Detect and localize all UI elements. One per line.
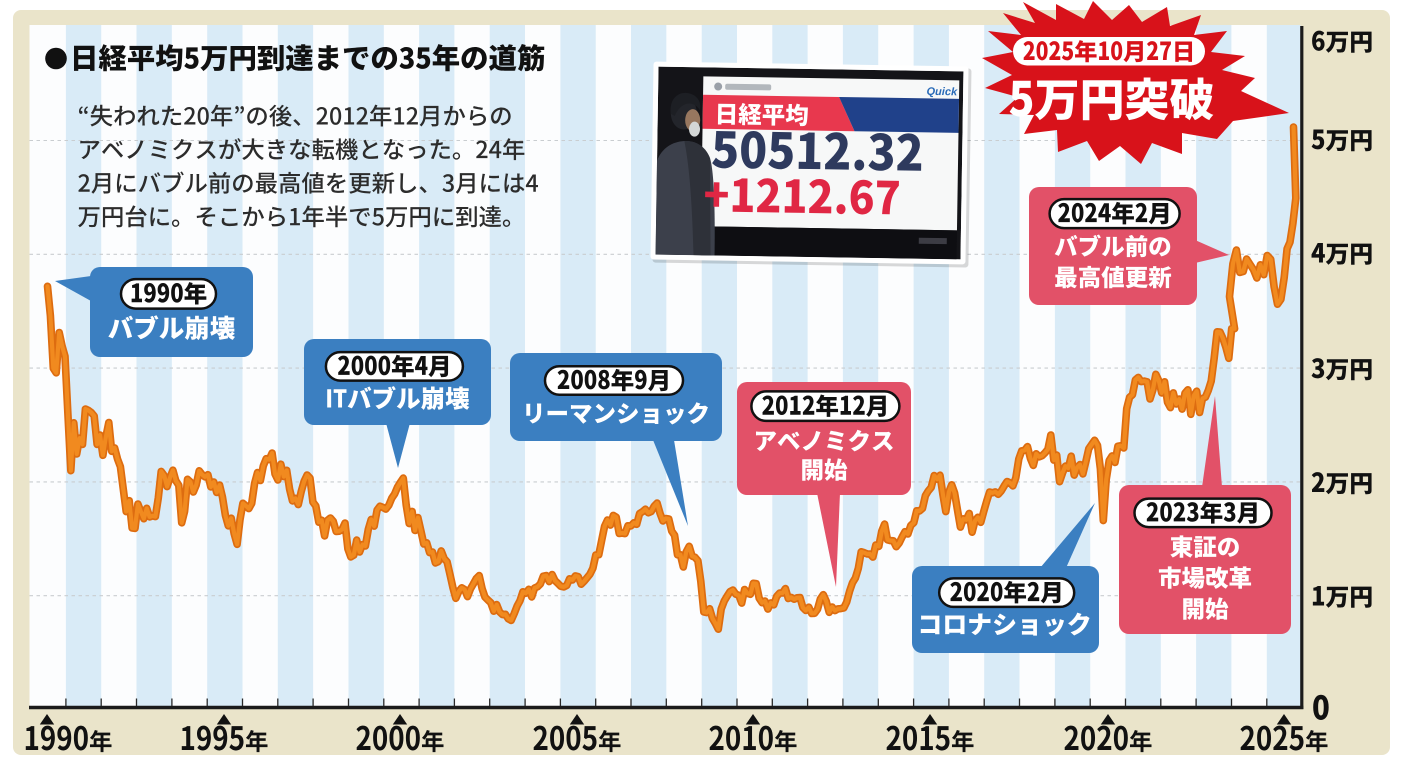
svg-text:Quick: Quick — [926, 86, 958, 98]
